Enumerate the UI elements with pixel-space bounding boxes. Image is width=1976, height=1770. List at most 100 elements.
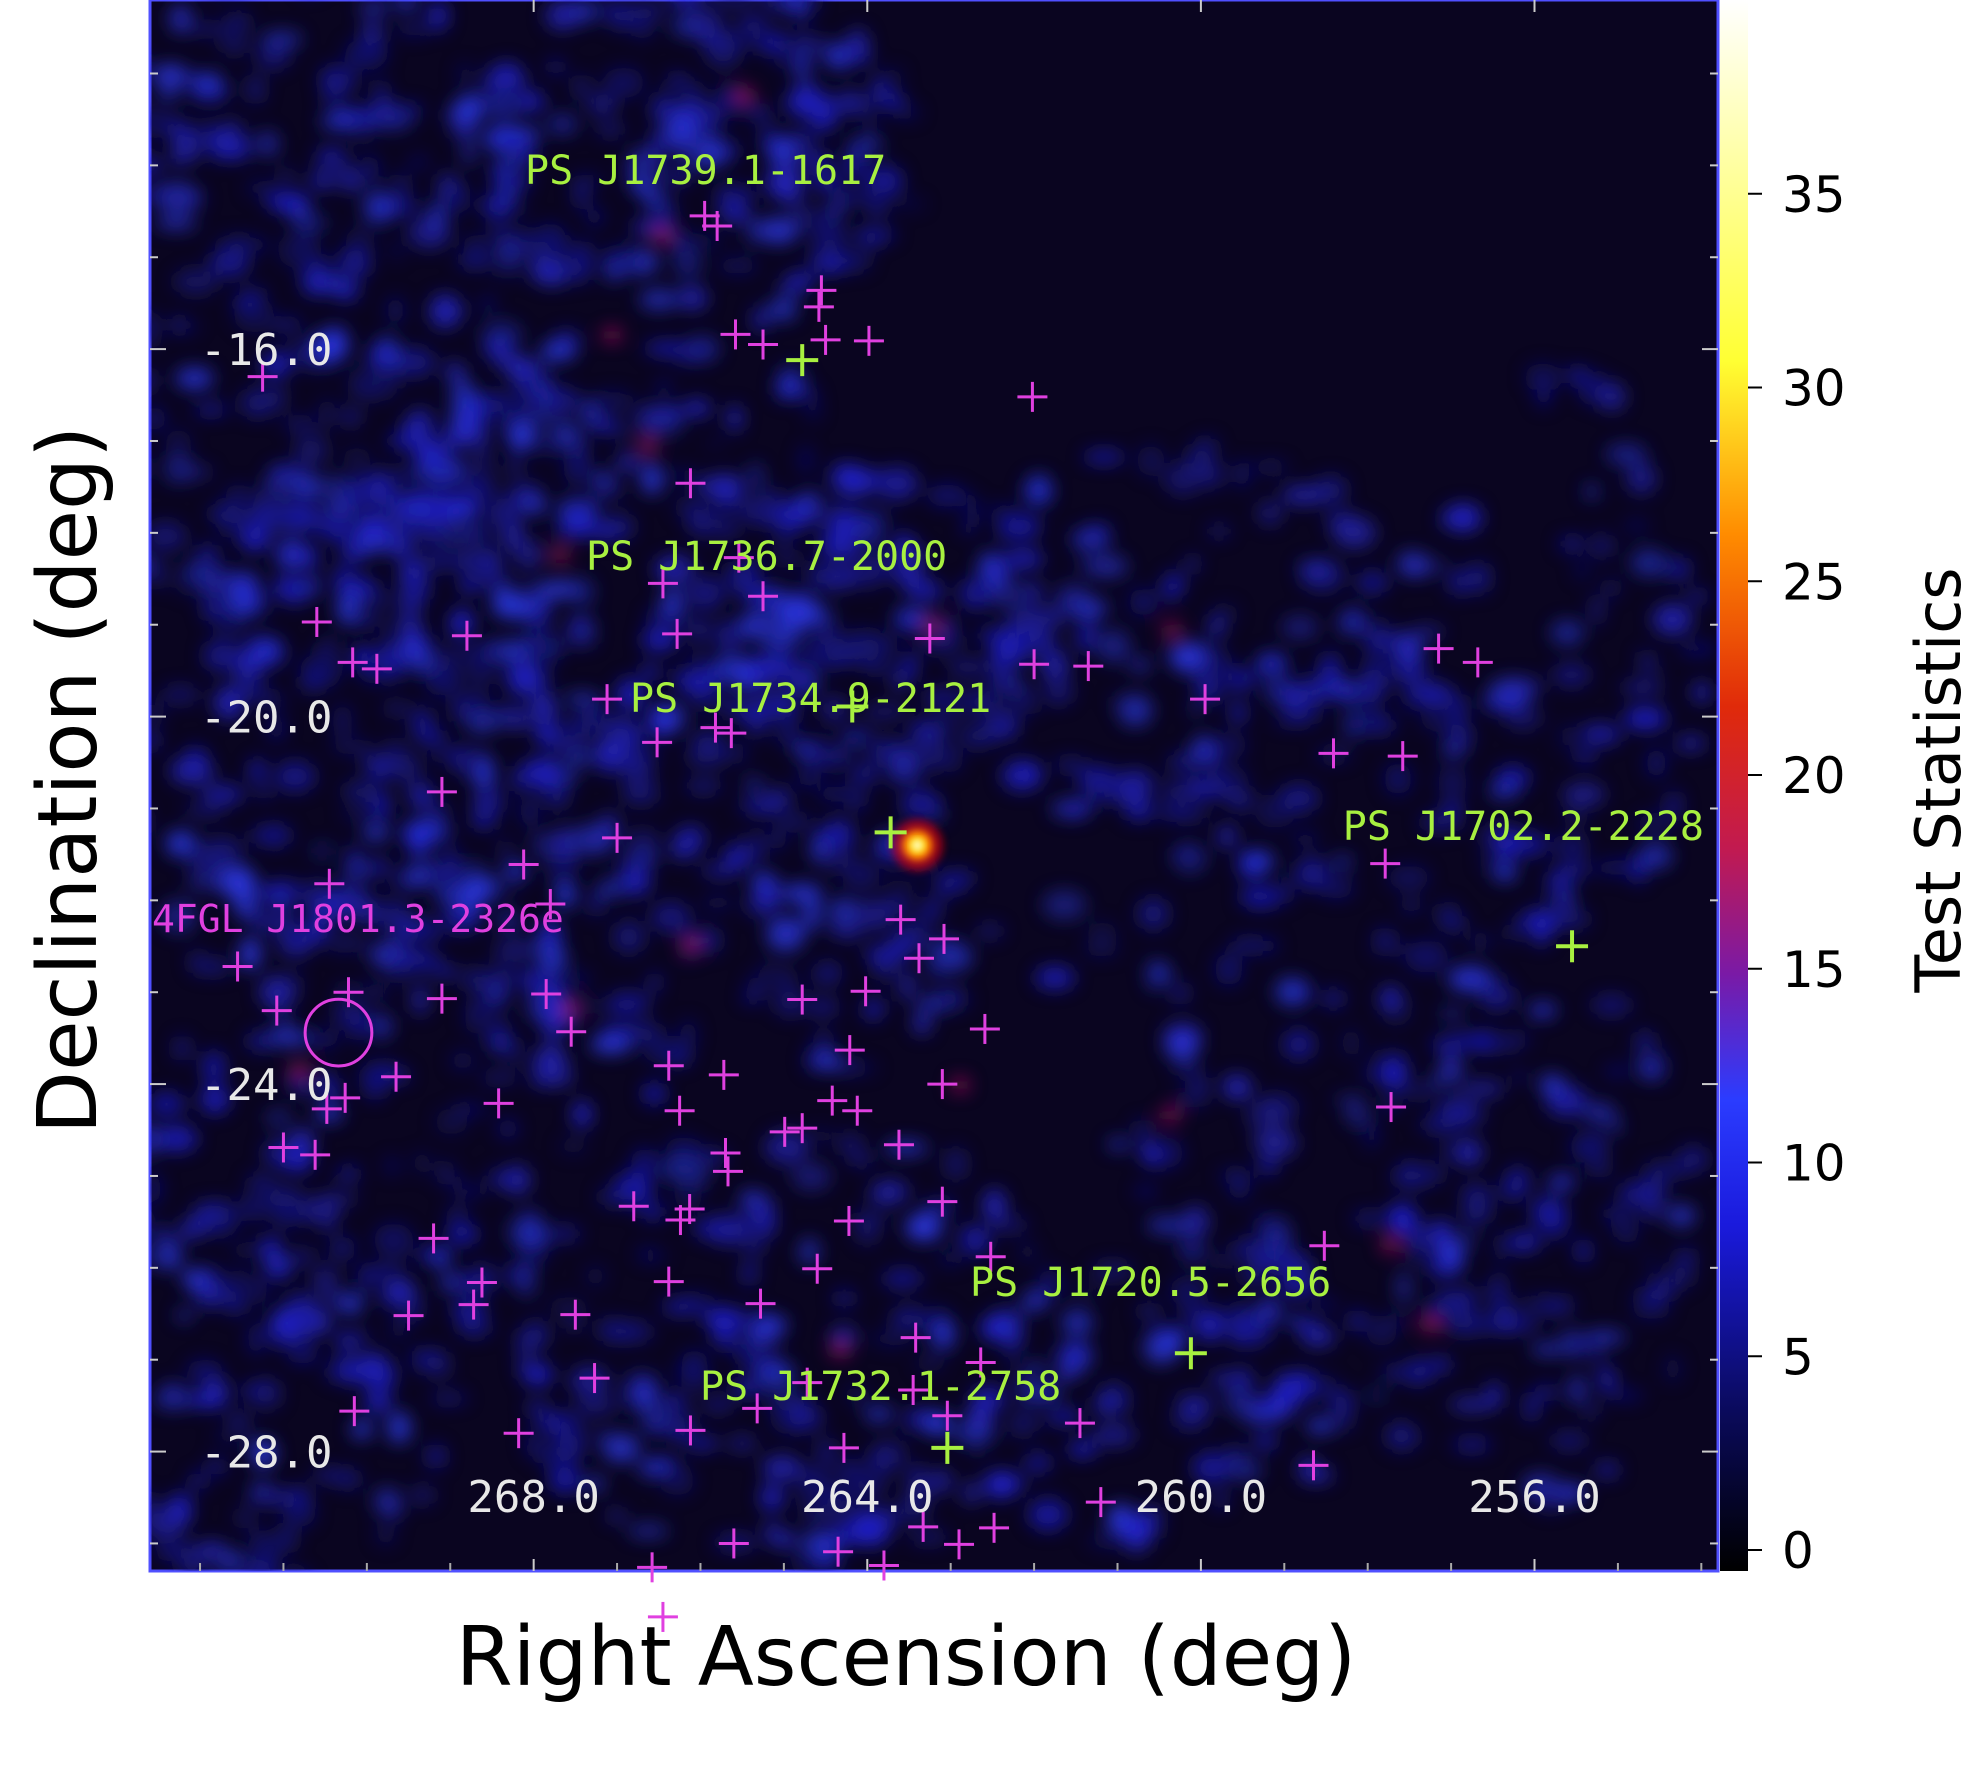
emission-blob <box>545 1 580 30</box>
emission-blob <box>666 1137 702 1160</box>
emission-blob <box>195 544 220 564</box>
emission-blob <box>559 510 597 538</box>
catalog-source-marker <box>803 291 834 322</box>
emission-blob <box>1245 1098 1288 1133</box>
emission-blob <box>624 167 642 181</box>
emission-blob <box>1644 1202 1663 1219</box>
emission-blob <box>202 120 216 153</box>
catalog-source-marker <box>710 1137 741 1168</box>
emission-blob <box>217 503 243 537</box>
emission-blob <box>174 465 214 479</box>
emission-blob <box>269 1203 308 1227</box>
emission-blob <box>132 54 149 83</box>
emission-blob <box>444 361 465 382</box>
emission-blob <box>1210 613 1223 641</box>
emission-blob <box>1442 800 1463 816</box>
emission-blob <box>615 453 642 472</box>
emission-blob <box>1161 1330 1184 1356</box>
emission-blob <box>915 1352 945 1373</box>
emission-blob <box>1506 923 1523 941</box>
emission-blob <box>429 1393 469 1404</box>
emission-blob <box>533 696 557 725</box>
emission-blob <box>156 1230 189 1245</box>
emission-blob <box>1511 1071 1528 1082</box>
catalog-source-marker <box>1309 1230 1340 1261</box>
emission-blob <box>82 169 116 195</box>
emission-blob <box>609 1321 654 1343</box>
emission-blob <box>834 1289 855 1308</box>
emission-blob <box>196 959 232 975</box>
emission-blob <box>1405 940 1448 973</box>
emission-blob <box>150 733 160 749</box>
emission-blob <box>702 895 734 911</box>
emission-blob <box>631 1148 659 1179</box>
emission-blob <box>639 1204 667 1220</box>
emission-blob <box>1043 676 1074 706</box>
emission-blob <box>268 713 285 742</box>
emission-blob <box>880 566 922 579</box>
emission-blob <box>796 744 814 759</box>
emission-blob <box>688 617 709 642</box>
catalog-source-marker <box>653 1266 684 1297</box>
ts-hotspot <box>891 819 944 872</box>
emission-blob <box>150 702 165 726</box>
emission-blob <box>1068 1441 1097 1457</box>
new-source-marker <box>1556 930 1589 963</box>
emission-blob <box>553 420 578 450</box>
emission-blob <box>654 92 675 106</box>
new-point-sources: PS J1739.1-1617 PS J1736.7-2000 PS J1734.9… <box>525 148 1704 1464</box>
emission-blob <box>373 80 387 105</box>
emission-blob <box>904 1478 932 1507</box>
colorbar-ticks: 0 5 10 15 20 25 30 35 <box>1748 166 1846 1580</box>
catalog-source-marker <box>426 776 457 807</box>
emission-blob <box>1341 1028 1361 1058</box>
emission-blob <box>1182 1297 1195 1322</box>
emission-blob <box>150 186 173 203</box>
catalog-source-marker <box>718 1528 749 1559</box>
emission-blob <box>938 986 963 997</box>
emission-blob <box>203 639 240 673</box>
emission-blob <box>901 1409 915 1437</box>
catalog-source-marker <box>1190 684 1221 715</box>
emission-blob <box>794 1468 830 1483</box>
emission-blob <box>787 131 819 146</box>
catalog-source-marker <box>222 951 253 982</box>
emission-blob <box>790 1552 825 1571</box>
emission-blob <box>189 949 204 974</box>
emission-blob <box>384 1157 400 1175</box>
emission-blob <box>1138 1302 1160 1321</box>
emission-blob <box>454 645 481 660</box>
emission-blob <box>330 738 371 756</box>
emission-blob <box>261 1255 296 1268</box>
emission-blob <box>321 1216 335 1232</box>
emission-blob <box>82 226 113 245</box>
emission-blob <box>682 400 711 417</box>
emission-blob <box>587 888 604 917</box>
emission-blob <box>870 738 912 770</box>
emission-blob <box>863 704 907 719</box>
emission-blob <box>1401 557 1446 576</box>
emission-blob <box>253 597 270 620</box>
emission-blob <box>1404 1236 1427 1263</box>
emission-blob <box>979 1319 1010 1338</box>
emission-blob <box>383 702 410 714</box>
emission-blob <box>369 757 393 780</box>
emission-blob <box>1590 593 1603 626</box>
emission-blob <box>1461 1194 1492 1225</box>
emission-blob <box>486 1169 526 1186</box>
emission-blob <box>1126 1536 1149 1554</box>
emission-blob <box>214 600 242 615</box>
catalog-source-marker <box>451 620 482 651</box>
emission-blob <box>227 236 269 253</box>
emission-blob <box>871 540 886 572</box>
emission-blob <box>641 662 659 682</box>
emission-blob <box>188 1392 228 1408</box>
emission-blob <box>1202 458 1222 490</box>
emission-blob <box>227 1412 251 1427</box>
emission-blob <box>697 927 721 954</box>
emission-blob <box>398 642 422 657</box>
emission-blob <box>1504 1234 1539 1252</box>
emission-blob <box>1591 994 1632 1016</box>
emission-blob <box>119 1261 136 1288</box>
emission-blob <box>435 1109 468 1135</box>
